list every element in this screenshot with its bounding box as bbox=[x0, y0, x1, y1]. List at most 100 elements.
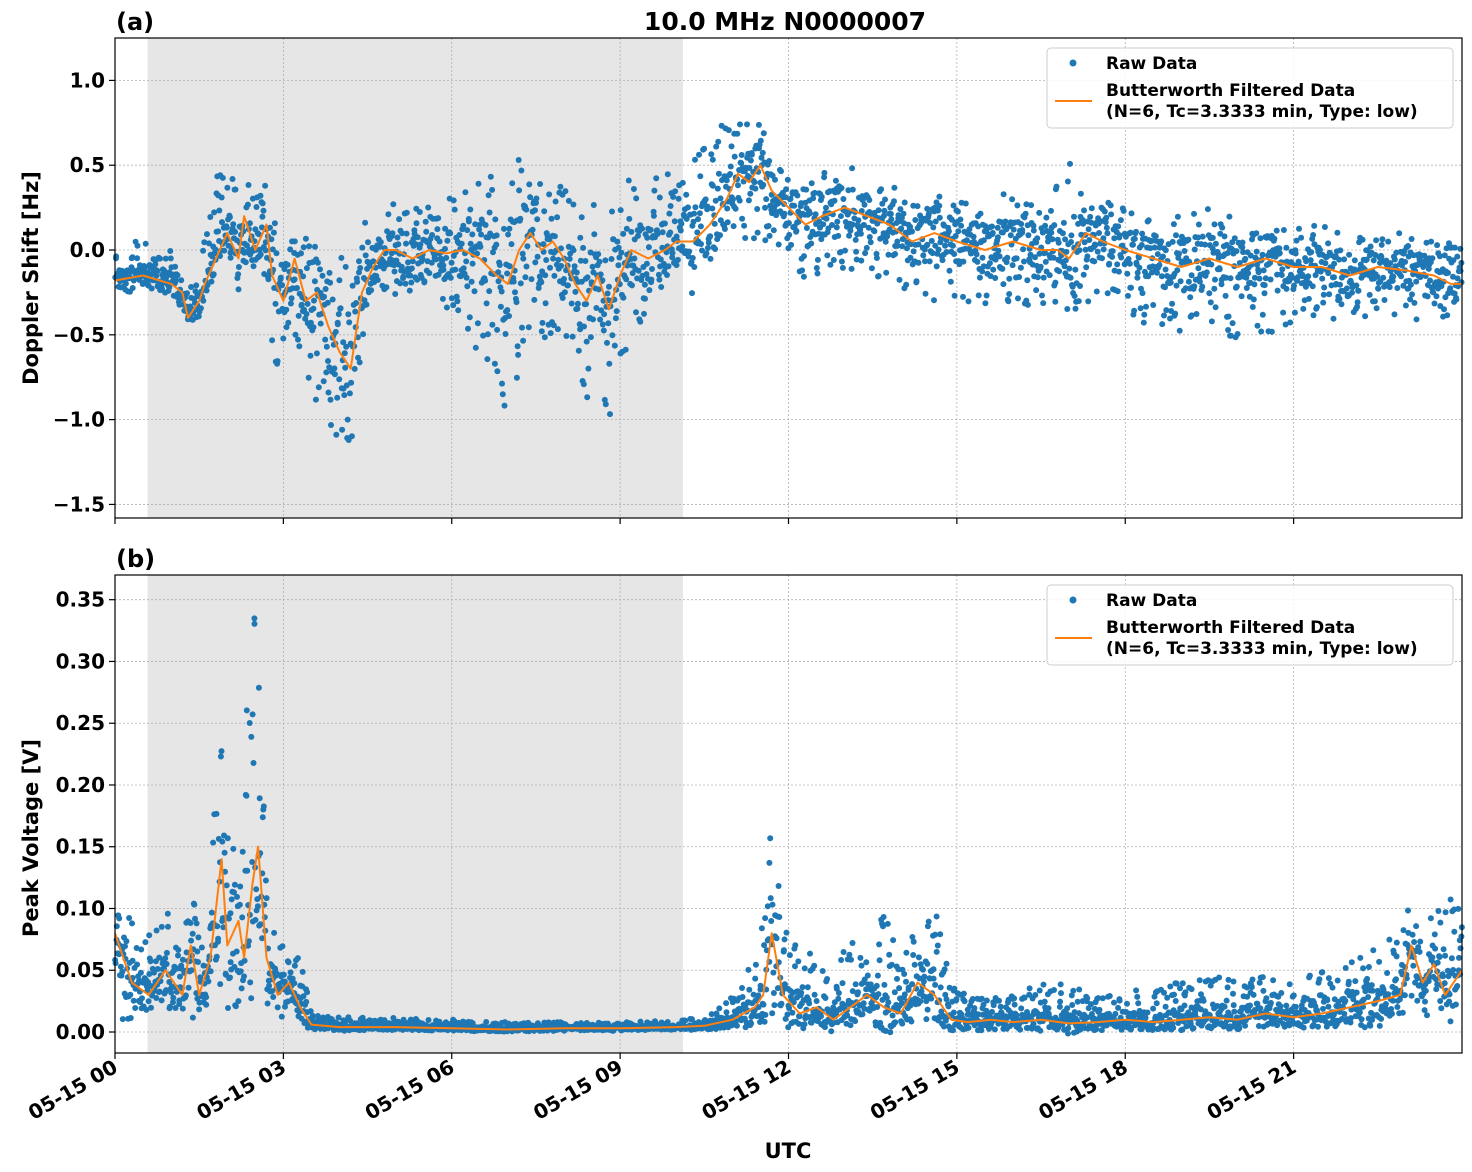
raw-data-point bbox=[839, 264, 846, 271]
raw-data-point bbox=[647, 226, 654, 233]
raw-data-point bbox=[153, 995, 160, 1001]
raw-data-point bbox=[147, 958, 154, 965]
raw-data-point bbox=[312, 396, 319, 403]
raw-data-point bbox=[1002, 218, 1009, 225]
raw-data-point bbox=[801, 1021, 808, 1028]
raw-data-point bbox=[212, 246, 219, 253]
raw-data-point bbox=[1310, 232, 1317, 238]
raw-data-point bbox=[1069, 283, 1076, 290]
raw-data-point bbox=[1378, 241, 1385, 248]
raw-data-point bbox=[760, 1001, 767, 1008]
raw-data-point bbox=[509, 180, 516, 187]
raw-data-point bbox=[1330, 315, 1337, 322]
raw-data-point bbox=[1287, 319, 1294, 326]
raw-data-point bbox=[257, 192, 264, 199]
raw-data-point bbox=[223, 224, 230, 231]
raw-data-point bbox=[311, 297, 317, 304]
raw-data-point bbox=[785, 220, 792, 226]
raw-data-point bbox=[455, 307, 462, 314]
raw-data-point bbox=[250, 263, 257, 270]
raw-data-point bbox=[613, 308, 620, 315]
raw-data-point bbox=[405, 259, 411, 266]
raw-data-point bbox=[326, 269, 333, 276]
panel-a-y-ticks: 1.00.50.0−0.5−1.0−1.5 bbox=[53, 68, 115, 516]
raw-data-point bbox=[670, 193, 677, 200]
raw-data-point bbox=[327, 396, 334, 403]
raw-data-point bbox=[685, 204, 691, 211]
raw-data-point bbox=[1158, 273, 1165, 280]
raw-data-point bbox=[692, 204, 699, 211]
raw-data-point bbox=[450, 197, 457, 204]
raw-data-point bbox=[1030, 222, 1037, 229]
raw-data-point bbox=[847, 1022, 854, 1029]
raw-data-point bbox=[1338, 301, 1345, 308]
raw-data-point bbox=[1111, 235, 1118, 242]
raw-data-point bbox=[304, 989, 311, 996]
raw-data-point bbox=[667, 229, 674, 236]
raw-data-point bbox=[848, 265, 855, 272]
raw-data-point bbox=[187, 303, 194, 310]
raw-data-point bbox=[1118, 254, 1125, 261]
raw-data-point bbox=[761, 942, 768, 949]
raw-data-point bbox=[1221, 1003, 1228, 1010]
raw-data-point bbox=[269, 988, 275, 995]
raw-data-point bbox=[237, 968, 244, 975]
raw-data-point bbox=[1413, 316, 1420, 323]
raw-data-point bbox=[338, 254, 345, 261]
raw-data-point bbox=[395, 241, 402, 248]
raw-data-point bbox=[775, 883, 782, 889]
raw-data-point bbox=[970, 233, 977, 240]
raw-data-point bbox=[770, 990, 777, 996]
raw-data-point bbox=[849, 165, 856, 172]
raw-data-point bbox=[1230, 978, 1237, 985]
raw-data-point bbox=[683, 191, 690, 198]
raw-data-point bbox=[1154, 269, 1160, 276]
raw-data-point bbox=[1239, 244, 1246, 251]
raw-data-point bbox=[800, 273, 807, 280]
raw-data-point bbox=[394, 234, 401, 241]
raw-data-point bbox=[285, 319, 292, 326]
raw-data-point bbox=[1022, 210, 1029, 217]
raw-data-point bbox=[739, 985, 745, 991]
raw-data-point bbox=[1436, 253, 1443, 260]
raw-data-point bbox=[1068, 232, 1075, 239]
raw-data-point bbox=[637, 318, 644, 325]
raw-data-point bbox=[499, 391, 506, 398]
raw-data-point bbox=[835, 995, 842, 1002]
raw-data-point bbox=[360, 331, 367, 338]
raw-data-point bbox=[758, 154, 765, 161]
raw-data-point bbox=[937, 931, 944, 938]
raw-data-point bbox=[1134, 269, 1141, 276]
raw-data-point bbox=[1026, 985, 1033, 992]
raw-data-point bbox=[724, 219, 731, 226]
raw-data-point bbox=[370, 258, 377, 265]
raw-data-point bbox=[300, 993, 307, 1000]
raw-data-point bbox=[253, 204, 260, 210]
raw-data-point bbox=[742, 235, 749, 241]
raw-data-point bbox=[1171, 991, 1177, 998]
raw-data-point bbox=[442, 225, 449, 232]
raw-data-point bbox=[262, 877, 269, 884]
raw-data-point bbox=[443, 254, 450, 261]
raw-data-point bbox=[965, 1024, 972, 1031]
raw-data-point bbox=[661, 220, 668, 227]
raw-data-point bbox=[299, 968, 306, 975]
raw-data-point bbox=[285, 959, 292, 966]
raw-data-point bbox=[460, 222, 467, 229]
raw-data-point bbox=[950, 202, 957, 209]
raw-data-point bbox=[891, 184, 898, 191]
raw-data-point bbox=[1158, 238, 1165, 245]
raw-data-point bbox=[1292, 250, 1299, 257]
raw-data-point bbox=[689, 290, 695, 297]
raw-data-point bbox=[1085, 298, 1092, 305]
raw-data-point bbox=[192, 915, 198, 922]
raw-data-point bbox=[490, 271, 497, 278]
raw-data-point bbox=[748, 1020, 755, 1027]
raw-data-point bbox=[1081, 239, 1088, 246]
raw-data-point bbox=[863, 244, 870, 251]
raw-data-point bbox=[412, 241, 419, 248]
raw-data-point bbox=[1124, 270, 1131, 277]
raw-data-point bbox=[1292, 1003, 1299, 1010]
raw-data-point bbox=[229, 176, 236, 182]
raw-data-point bbox=[489, 186, 496, 193]
